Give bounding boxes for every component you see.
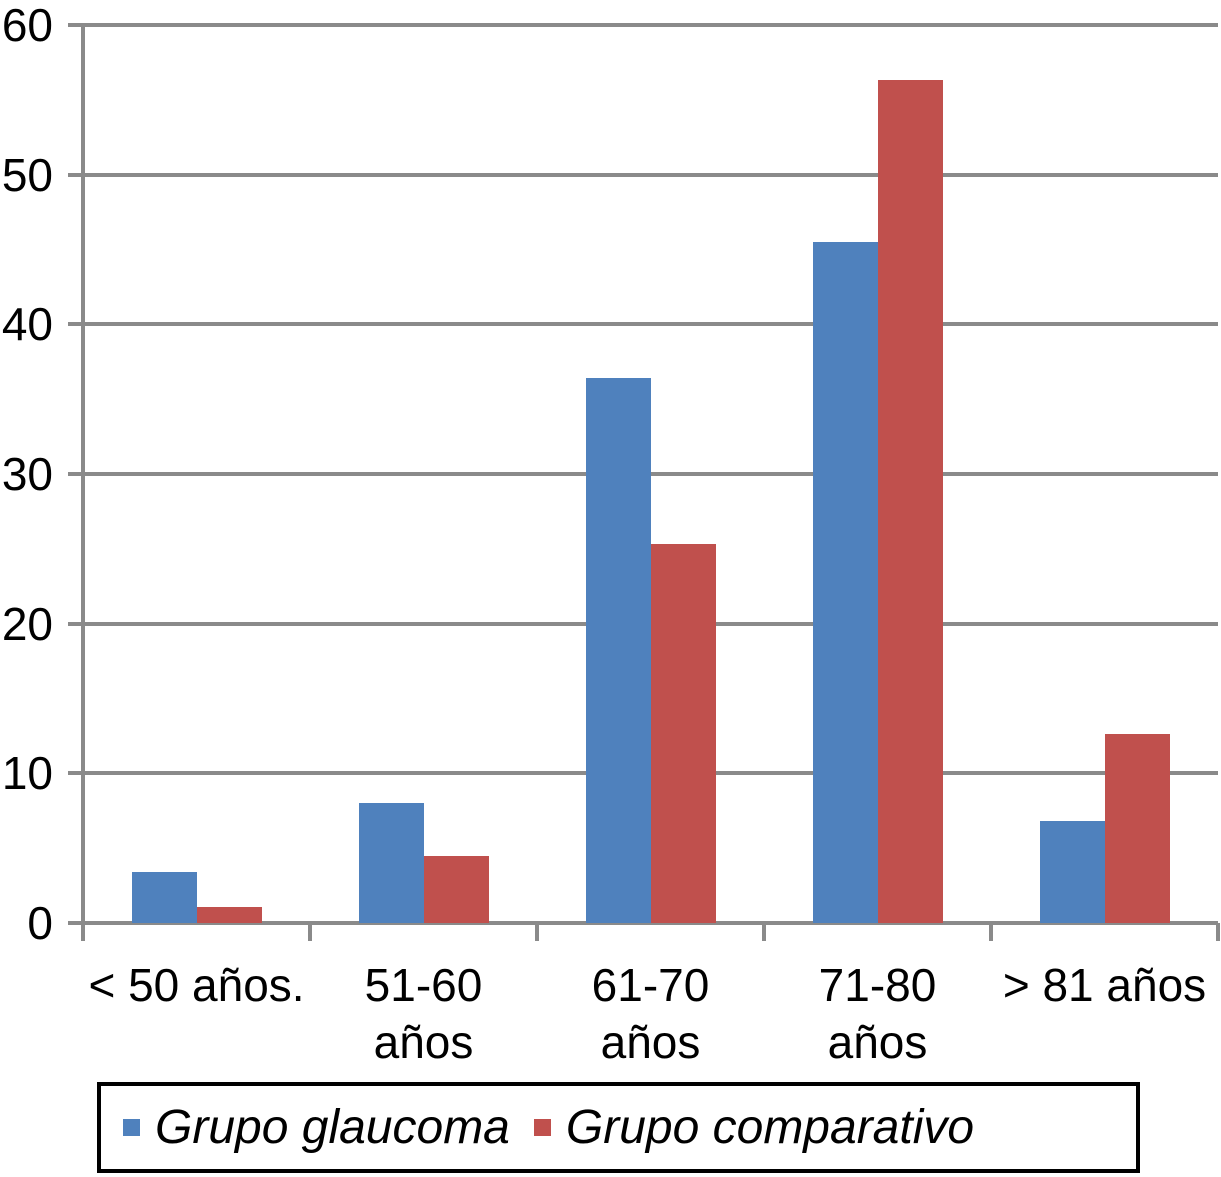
bar-glaucoma: [358, 803, 424, 923]
bar-comparativo: [1104, 734, 1170, 923]
x-axis-tick: [81, 923, 85, 941]
y-axis-tick-label: 0: [27, 897, 53, 949]
x-axis-category-label: < 50 años.: [88, 959, 305, 1011]
bar-glaucoma: [585, 378, 651, 923]
x-axis-category-label: > 81 años: [1002, 959, 1207, 1011]
y-axis-tick-label: 20: [1, 597, 53, 650]
y-axis-tick-label: 60: [1, 0, 53, 51]
bar-comparativo: [196, 906, 262, 923]
bar-glaucoma: [812, 242, 878, 923]
y-axis-tick-label: 30: [1, 448, 53, 500]
bar-comparativo: [650, 544, 716, 923]
x-axis-tick: [308, 923, 312, 941]
bar-glaucoma: [1039, 821, 1105, 923]
y-axis-tick-label: 50: [1, 148, 53, 201]
legend-item: Grupo comparativo: [533, 1100, 975, 1155]
y-axis-tick-label: 40: [1, 298, 53, 351]
gridline: [68, 172, 1218, 177]
y-axis-line: [81, 25, 85, 940]
legend-marker-icon: [533, 1119, 551, 1136]
legend-label: Grupo comparativo: [565, 1101, 975, 1154]
legend-label: Grupo glaucoma: [155, 1101, 510, 1154]
x-axis-line: [68, 921, 1218, 925]
x-axis-category-label: 51-60 años: [364, 959, 483, 1068]
x-axis-tick: [535, 923, 539, 941]
x-axis-tick: [989, 923, 993, 941]
x-axis-tick: [1216, 923, 1220, 941]
y-axis-tick-label: 10: [1, 747, 53, 800]
legend: Grupo glaucoma Grupo comparativo: [97, 1082, 1140, 1173]
x-axis-category-label: 61-70 años: [591, 959, 710, 1068]
legend-item: Grupo glaucoma: [123, 1100, 510, 1155]
x-axis-tick: [762, 923, 766, 941]
legend-marker-icon: [123, 1119, 140, 1136]
x-axis-category-label: 71-80 años: [818, 959, 937, 1068]
gridline: [68, 23, 1218, 27]
gridline: [68, 322, 1218, 327]
bar-comparativo: [423, 855, 489, 923]
bar-comparativo: [877, 80, 943, 923]
bar-glaucoma: [131, 872, 197, 923]
